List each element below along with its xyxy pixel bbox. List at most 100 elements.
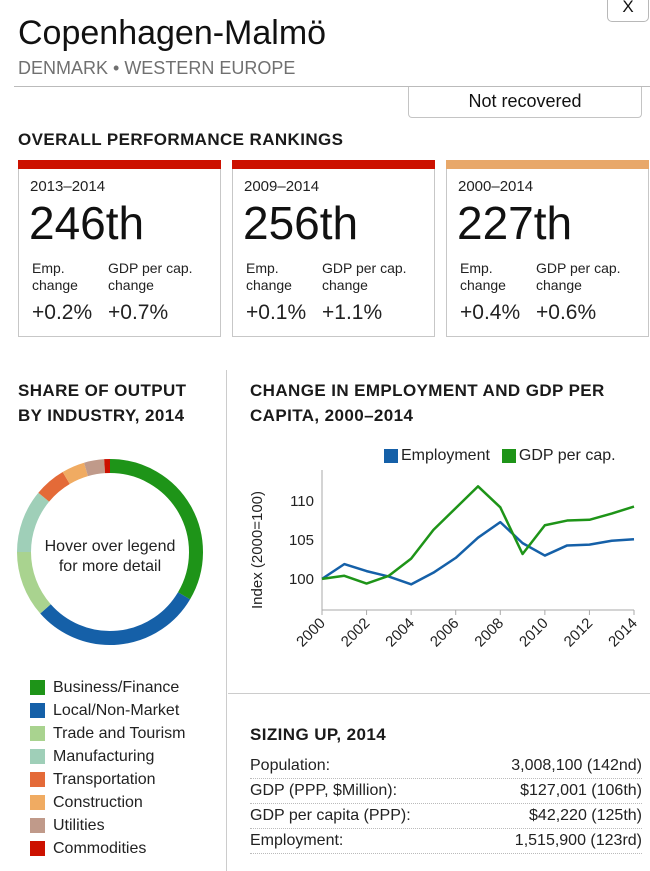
rank-card-color-bar: [18, 160, 221, 169]
sizing-up-heading: SIZING UP, 2014: [250, 725, 387, 744]
donut-slice-manufacturing[interactable]: [17, 492, 50, 553]
y-tick-label-100: 100: [289, 571, 314, 588]
row-label: Population:: [250, 757, 331, 774]
legend-item-construction[interactable]: Construction: [30, 791, 186, 814]
row-value: $42,220 (125th): [529, 807, 642, 824]
legend-item-manufacturing[interactable]: Manufacturing: [30, 745, 186, 768]
legend-label: GDP per cap.: [518, 447, 616, 464]
emp-change-value: +0.2%: [32, 301, 93, 324]
gdp-change-label: GDP per cap. change: [108, 260, 193, 293]
donut-slice-utilities[interactable]: [84, 459, 106, 477]
legend-swatch: [30, 841, 45, 856]
change-chart-heading: CHANGE IN EMPLOYMENT AND GDP PER CAPITA, …: [250, 381, 605, 425]
legend-swatch: [30, 680, 45, 695]
emp-change-label: Emp. change: [460, 260, 506, 293]
legend-label: Employment: [401, 447, 490, 464]
legend-label: Transportation: [53, 770, 156, 788]
legend-item-transportation[interactable]: Transportation: [30, 768, 186, 791]
legend-item-gdp-per-cap: GDP per cap.: [501, 447, 616, 465]
gdp-change-label: GDP per cap. change: [322, 260, 407, 293]
emp-change-label: Emp. change: [246, 260, 292, 293]
x-tick-label-2004: 2004: [382, 615, 418, 651]
industry-donut-chart[interactable]: [12, 454, 208, 650]
rank-period: 2009–2014: [244, 178, 320, 195]
legend-swatch: [30, 772, 45, 787]
row-value: 3,008,100 (142nd): [511, 757, 642, 774]
gdp-change-value: +0.6%: [536, 301, 597, 324]
x-tick-label-2006: 2006: [427, 615, 463, 651]
donut-slice-transportation[interactable]: [38, 471, 71, 502]
rank-card-2013-2014: 2013–2014 246th Emp. change GDP per cap. c…: [18, 160, 221, 337]
section-divider-vertical: [226, 370, 227, 871]
section-divider-horizontal: [228, 693, 650, 694]
location-subtitle: DENMARK • WESTERN EUROPE: [18, 58, 296, 78]
header-divider: [14, 86, 650, 87]
rank-card-color-bar: [232, 160, 435, 169]
legend-item-trade-and-tourism[interactable]: Trade and Tourism: [30, 722, 186, 745]
table-row-gdp: GDP (PPP, $Million): $127,001 (106th): [250, 779, 642, 804]
gdp-change-value: +0.7%: [108, 301, 169, 324]
rank-value: 256th: [243, 197, 359, 249]
x-tick-label-2014: 2014: [605, 615, 641, 651]
row-value: $127,001 (106th): [520, 782, 642, 799]
legend-label: Business/Finance: [53, 678, 180, 696]
sizing-up-table: Population: 3,008,100 (142nd) GDP (PPP, $…: [250, 754, 642, 854]
industry-legend: Business/Finance Local/Non-Market Trade an…: [30, 676, 186, 860]
rank-card-2009-2014: 2009–2014 256th Emp. change GDP per cap. c…: [232, 160, 435, 337]
legend-item-employment: Employment: [384, 447, 490, 465]
rank-value: 227th: [457, 197, 573, 249]
legend-label: Commodities: [53, 839, 147, 857]
gdp-change-value: +1.1%: [322, 301, 383, 324]
legend-item-business-finance[interactable]: Business/Finance: [30, 676, 186, 699]
legend-swatch: [30, 749, 45, 764]
series-line-gdp-per-cap: [321, 485, 635, 585]
y-axis-label: Index (2000=100): [249, 491, 266, 609]
page-title: Copenhagen-Malmö: [18, 14, 327, 52]
legend-label: Manufacturing: [53, 747, 155, 765]
donut-center-hint: Hover over legend for more detail: [44, 538, 176, 575]
x-tick-label-2012: 2012: [561, 615, 597, 651]
row-label: GDP per capita (PPP):: [250, 807, 411, 824]
y-tick-label-105: 105: [289, 532, 314, 549]
series-line-employment: [321, 520, 635, 586]
table-row-gdp-per-capita: GDP per capita (PPP): $42,220 (125th): [250, 804, 642, 829]
legend-label: Trade and Tourism: [53, 724, 186, 742]
legend-swatch: [30, 795, 45, 810]
donut-slice-local-non-market[interactable]: [40, 592, 191, 645]
donut-slice-construction[interactable]: [62, 462, 89, 485]
emp-change-value: +0.1%: [246, 301, 307, 324]
rank-period: 2000–2014: [458, 178, 534, 195]
rankings-heading: OVERALL PERFORMANCE RANKINGS: [18, 130, 344, 149]
rank-card-color-bar: [446, 160, 649, 169]
donut-slice-trade-and-tourism[interactable]: [17, 551, 51, 614]
legend-label: Utilities: [53, 816, 105, 834]
x-tick-label-2000: 2000: [293, 615, 329, 651]
emp-change-label: Emp. change: [32, 260, 78, 293]
share-of-output-heading: SHARE OF OUTPUT BY INDUSTRY, 2014: [18, 381, 187, 425]
rank-period: 2013–2014: [30, 178, 106, 195]
table-row-employment: Employment: 1,515,900 (123rd): [250, 829, 642, 854]
legend-swatch: [30, 726, 45, 741]
donut-slice-business-finance[interactable]: [109, 459, 203, 600]
legend-label: Local/Non-Market: [53, 701, 180, 719]
legend-item-commodities[interactable]: Commodities: [30, 837, 186, 860]
legend-swatch: [30, 818, 45, 833]
legend-item-local-non-market[interactable]: Local/Non-Market: [30, 699, 186, 722]
line-chart-legend: Employment GDP per cap.: [384, 447, 628, 465]
x-tick-label-2010: 2010: [516, 615, 552, 651]
legend-swatch: [384, 449, 398, 463]
legend-swatch: [501, 449, 516, 463]
legend-swatch: [30, 703, 45, 718]
row-value: 1,515,900 (123rd): [514, 832, 642, 849]
y-tick-label-110: 110: [290, 493, 314, 510]
emp-change-value: +0.4%: [460, 301, 521, 324]
gdp-change-label: GDP per cap. change: [536, 260, 621, 293]
rank-value: 246th: [29, 197, 145, 249]
legend-item-utilities[interactable]: Utilities: [30, 814, 186, 837]
employment-gdp-line-chart: 100 105 110 2000 2002 2004 2006 2008 2010 2012 201…: [249, 470, 641, 651]
legend-label: Construction: [53, 793, 143, 811]
table-row-population: Population: 3,008,100 (142nd): [250, 754, 642, 779]
rank-card-2000-2014: 2000–2014 227th Emp. change GDP per cap. c…: [446, 160, 649, 337]
row-label: GDP (PPP, $Million):: [250, 782, 398, 799]
close-button[interactable]: X: [607, 0, 649, 22]
